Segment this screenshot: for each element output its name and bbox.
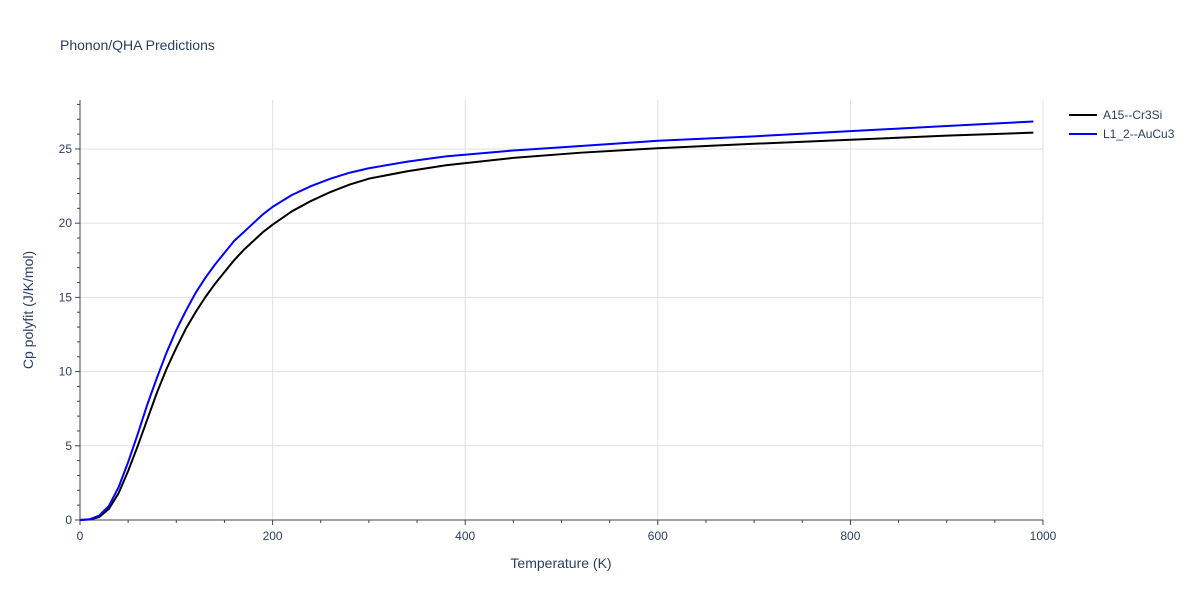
y-axis-title: Cp polyfit (J/K/mol): [20, 251, 36, 369]
y-tick-label: 15: [59, 290, 73, 304]
x-tick-label: 200: [263, 529, 283, 543]
chart-title: Phonon/QHA Predictions: [60, 37, 215, 53]
x-tick-label: 1000: [1030, 529, 1057, 543]
series-line-0: [79, 131, 1034, 521]
x-tick-label: 600: [648, 529, 668, 543]
plot-area: [79, 120, 1034, 521]
legend-label-0: A15--Cr3Si: [1103, 108, 1162, 122]
x-tick-label: 400: [455, 529, 475, 543]
grid: [80, 100, 1044, 520]
x-tick-label: 800: [840, 529, 860, 543]
y-tick-label: 0: [65, 513, 72, 527]
y-tick-label: 25: [59, 142, 73, 156]
legend-label-1: L1_2--AuCu3: [1103, 127, 1175, 141]
legend: A15--Cr3Si L1_2--AuCu3: [1069, 108, 1175, 141]
series-line-1: [79, 120, 1034, 521]
y-tick-label: 5: [65, 439, 72, 453]
y-tick-label: 20: [59, 216, 73, 230]
x-tick-label: 0: [77, 529, 84, 543]
y-tick-label: 10: [59, 365, 73, 379]
x-axis-title: Temperature (K): [510, 555, 611, 571]
axes: 0 200 400 600 800 1000 0 5 10 15 20 25: [59, 100, 1057, 543]
